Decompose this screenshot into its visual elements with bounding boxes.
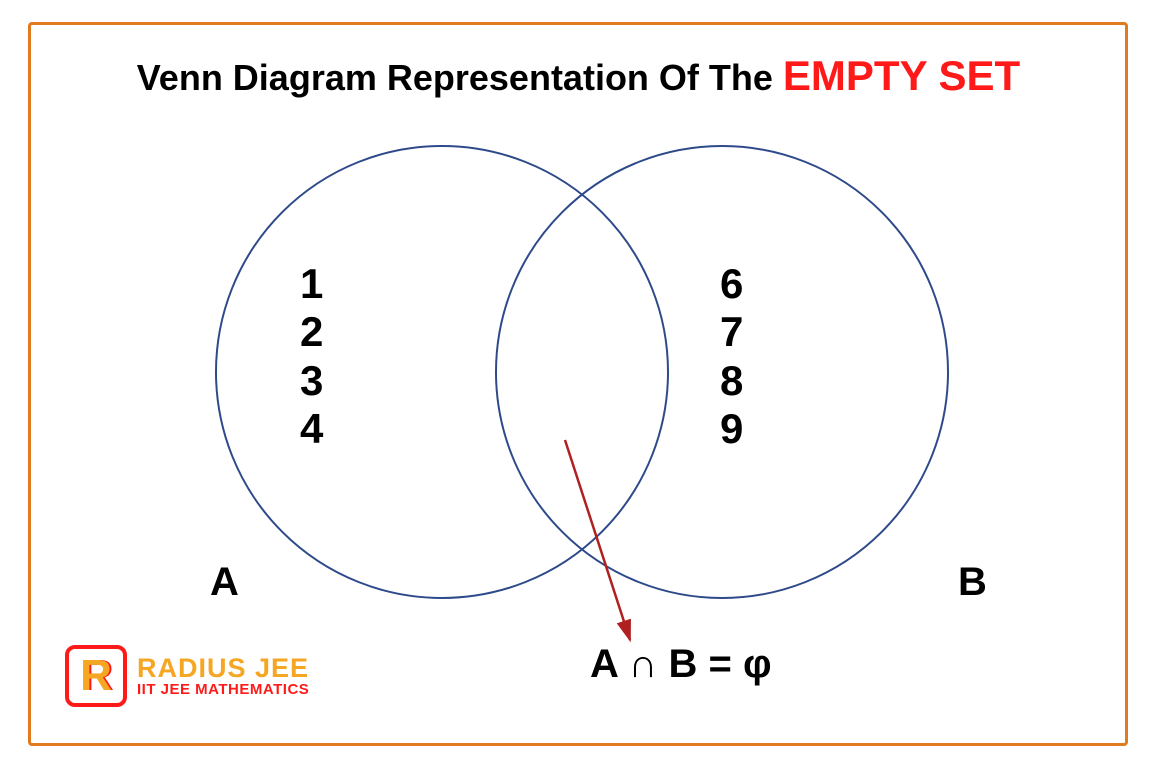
set-b-el-3: 9 [720, 405, 743, 453]
set-a-el-2: 3 [300, 357, 323, 405]
set-a-label: A [210, 560, 239, 605]
set-a-el-0: 1 [300, 260, 323, 308]
set-a-el-3: 4 [300, 405, 323, 453]
set-b-elements: 6 7 8 9 [720, 260, 743, 453]
brand-logo-icon: R [65, 645, 127, 707]
brand-logo: R RADIUS JEE IIT JEE MATHEMATICS [65, 645, 309, 707]
intersection-arrow [545, 420, 650, 660]
set-b-el-2: 8 [720, 357, 743, 405]
brand-logo-text: RADIUS JEE IIT JEE MATHEMATICS [137, 654, 309, 698]
brand-tagline: IIT JEE MATHEMATICS [137, 682, 309, 698]
intersection-equation: A ∩ B = φ [590, 642, 772, 687]
title-highlight: EMPTY SET [783, 52, 1020, 99]
diagram-title: Venn Diagram Representation Of The EMPTY… [0, 52, 1157, 100]
set-a-elements: 1 2 3 4 [300, 260, 323, 453]
brand-name: RADIUS JEE [137, 654, 309, 682]
set-b-el-0: 6 [720, 260, 743, 308]
set-b-el-1: 7 [720, 308, 743, 356]
set-b-label: B [958, 560, 987, 605]
title-prefix: Venn Diagram Representation Of The [137, 57, 783, 98]
set-a-el-1: 2 [300, 308, 323, 356]
brand-logo-char: R [80, 651, 112, 701]
